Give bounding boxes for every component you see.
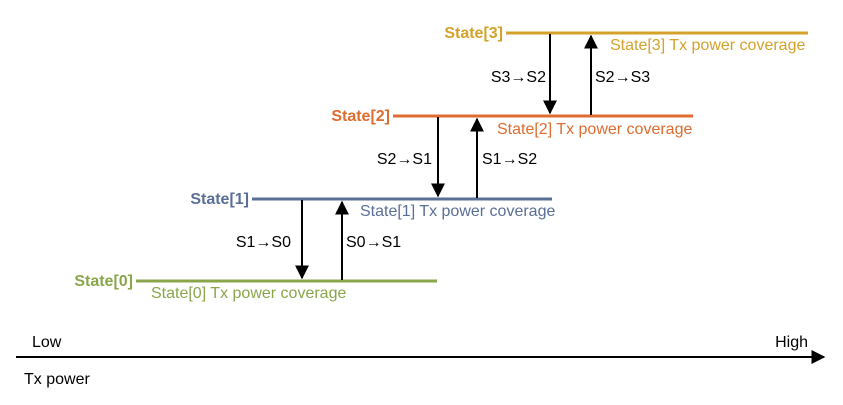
state-0-coverage-label: State[0] Tx power coverage	[151, 285, 346, 302]
tx-power-axis: Low High Tx power	[16, 334, 826, 388]
state-2-label: State[2]	[331, 108, 390, 125]
axis-high-label: High	[775, 334, 808, 351]
state-1-label: State[1]	[190, 191, 249, 208]
state-0-label: State[0]	[74, 273, 133, 290]
state-3-group: State[3] State[3] Tx power coverage	[444, 25, 808, 54]
state-2-group: State[2] State[2] Tx power coverage	[331, 108, 693, 138]
transition-s2-s3-label: S2→S3	[595, 69, 650, 86]
axis-title: Tx power	[24, 371, 90, 388]
transition-s1-s2-label: S1→S2	[482, 151, 537, 168]
axis-low-label: Low	[32, 334, 62, 351]
transition-s2-s1-label: S2→S1	[377, 151, 432, 168]
state-0-group: State[0] State[0] Tx power coverage	[74, 273, 437, 302]
transition-s1-s0-label: S1→S0	[236, 234, 291, 251]
state-2-coverage-label: State[2] Tx power coverage	[497, 121, 692, 138]
transition-s3-s2-label: S3→S2	[491, 69, 546, 86]
state-3-coverage-label: State[3] Tx power coverage	[610, 37, 805, 54]
transition-s0-s1-label: S0→S1	[346, 234, 401, 251]
state-1-group: State[1] State[1] Tx power coverage	[190, 191, 555, 220]
state-3-label: State[3]	[444, 25, 503, 42]
state-1-coverage-label: State[1] Tx power coverage	[360, 203, 555, 220]
